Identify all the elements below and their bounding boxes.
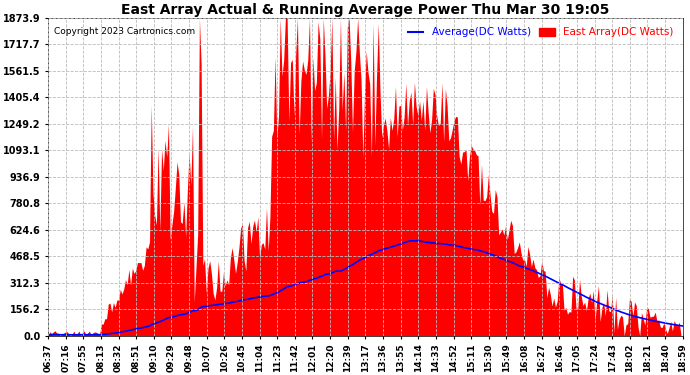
Text: Copyright 2023 Cartronics.com: Copyright 2023 Cartronics.com [55, 27, 195, 36]
Title: East Array Actual & Running Average Power Thu Mar 30 19:05: East Array Actual & Running Average Powe… [121, 3, 609, 17]
Legend: Average(DC Watts), East Array(DC Watts): Average(DC Watts), East Array(DC Watts) [404, 23, 678, 42]
